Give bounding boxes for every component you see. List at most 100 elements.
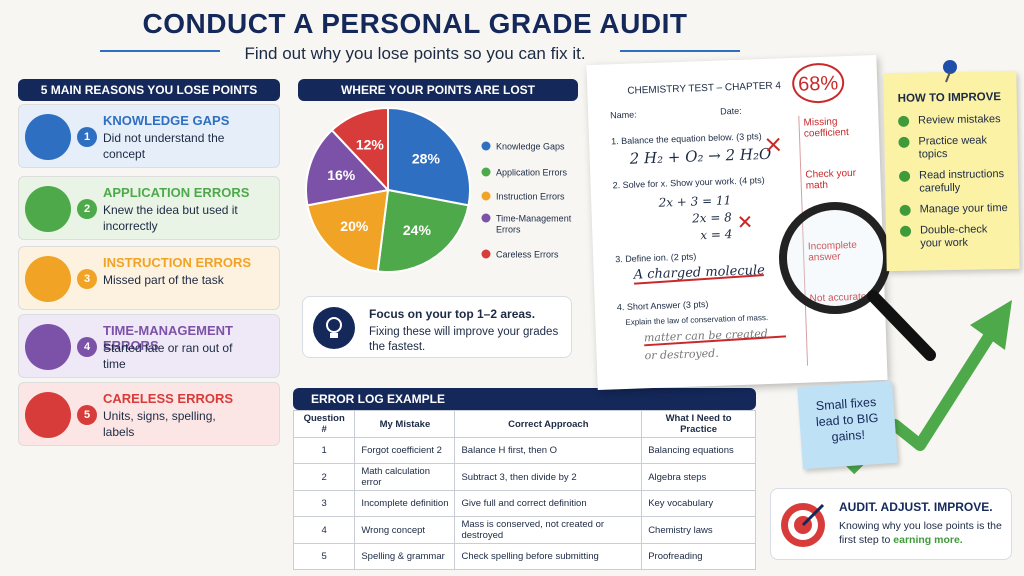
legend-label: Application Errors — [496, 168, 568, 178]
column-header: Question # — [292, 410, 356, 438]
magnifier — [779, 202, 936, 361]
legend-swatch — [481, 167, 491, 177]
table-cell: Incomplete definition — [354, 490, 456, 517]
table-cell: Math calculation error — [354, 463, 456, 491]
legend-swatch — [481, 213, 491, 223]
slice-label: 16% — [327, 167, 356, 183]
table-cell: 4 — [292, 516, 356, 544]
reason-number: 5 — [77, 405, 97, 425]
slice-label: 12% — [356, 136, 385, 152]
motto-body: Knowing why you lose points is the first… — [839, 520, 1002, 546]
reason-title: CARELESS ERRORS — [103, 391, 234, 406]
table-row: 5 Spelling & grammar Check spelling before… — [292, 543, 756, 570]
reason-icon — [25, 256, 71, 302]
focus-box: Focus on your top 1–2 areas. Fixing thes… — [302, 296, 572, 358]
title-rules — [100, 50, 740, 52]
reason-icon — [25, 324, 71, 370]
table-row: 4 Wrong concept Mass is conserved, not cre… — [292, 516, 756, 544]
table-cell: Balancing equations — [641, 437, 756, 464]
reason-text: Missed part of the task — [103, 273, 224, 287]
title: CONDUCT A PERSONAL GRADE AUDIT — [142, 8, 688, 39]
table-cell: Proofreading — [641, 543, 756, 570]
focus-title: Focus on your top 1–2 areas. — [369, 307, 536, 321]
reason-title: KNOWLEDGE GAPS — [103, 113, 230, 128]
improve-item: Double-check your work — [900, 223, 1009, 251]
reason-title: INSTRUCTION ERRORS — [103, 255, 252, 270]
improve-item: Review mistakes — [898, 113, 1007, 128]
reason-number: 4 — [77, 337, 97, 357]
marks — [634, 137, 787, 347]
reason-title: APPLICATION ERRORS — [103, 185, 250, 200]
table-row: 3 Incomplete definition Give full and corr… — [292, 490, 756, 517]
legend-label-line: Time-Management — [496, 214, 572, 224]
slice-label: 24% — [403, 222, 432, 238]
improve-title: HOW TO IMPROVE — [897, 91, 1002, 105]
legend-label: Instruction Errors — [496, 192, 565, 202]
reason-icon — [25, 186, 71, 232]
test-paper: CHEMISTRY TEST – CHAPTER 4 68% Name: Dat… — [586, 55, 888, 390]
pie-slice — [305, 128, 390, 207]
table-cell: Algebra steps — [641, 463, 756, 491]
reason-icon — [25, 114, 71, 160]
reason-card: 4 TIME-MANAGEMENT ERRORS Started late or r… — [18, 314, 280, 378]
table-row: 2 Math calculation error Subtract 3, then … — [292, 463, 756, 491]
improve-list: Review mistakes Practice weak topics Read … — [898, 113, 1009, 251]
pie-slice — [306, 188, 390, 273]
reason-number: 2 — [77, 199, 97, 219]
pie-slice — [387, 106, 471, 207]
column-header: My Mistake — [354, 410, 456, 438]
table-cell: Key vocabulary — [641, 490, 756, 517]
table-row: 1 Forgot coefficient 2 Balance H first, th… — [292, 437, 756, 464]
legend-swatch — [481, 141, 491, 151]
reason-number: 1 — [77, 127, 97, 147]
table-cell: Subtract 3, then divide by 2 — [454, 463, 643, 491]
column-header: Correct Approach — [454, 410, 643, 438]
reason-card: 3 INSTRUCTION ERRORS Missed part of the ta… — [18, 246, 280, 310]
table-cell: 1 — [292, 437, 356, 464]
legend-label: Knowledge Gaps — [496, 142, 565, 152]
reason-card: 1 KNOWLEDGE GAPS Did not understand the co… — [18, 104, 280, 168]
motto-highlight: earning more. — [893, 534, 963, 546]
reason-icon — [25, 392, 71, 438]
reason-number: 3 — [77, 269, 97, 289]
table-cell: Give full and correct definition — [454, 490, 643, 517]
column-header: What I Need to Practice — [641, 410, 756, 438]
pie-slice — [330, 106, 389, 193]
table-cell: Chemistry laws — [641, 516, 756, 544]
motto-text: Knowing why you lose points is the first… — [839, 519, 1009, 547]
legend-label: Time-Management Errors — [496, 214, 572, 235]
table-cell: Spelling & grammar — [354, 543, 456, 570]
pie-slice — [376, 188, 470, 273]
table-cell: 2 — [292, 463, 356, 491]
chart-title: WHERE YOUR POINTS ARE LOST — [298, 79, 578, 101]
reason-title: TIME-MANAGEMENT ERRORS — [103, 323, 233, 353]
reason-card: 2 APPLICATION ERRORS Knew the idea but use… — [18, 176, 280, 240]
legend-swatch — [481, 191, 491, 201]
improve-item: Manage your time — [900, 202, 1009, 217]
slice-label: 20% — [340, 218, 369, 234]
legend-label: Careless Errors — [496, 250, 559, 260]
reason-text: Did not understand the concept — [103, 131, 225, 161]
pin — [943, 60, 957, 83]
reason-text: Knew the idea but used it incorrectly — [103, 203, 238, 233]
improve-item: Practice weak topics — [898, 134, 1007, 162]
sticky-note: Small fixes lead to BIG gains! — [797, 380, 898, 470]
error-log-table: Question # My Mistake Correct Approach What… — [292, 410, 756, 570]
bulb-icon — [313, 307, 355, 349]
table-cell: Forgot coefficient 2 — [354, 437, 456, 464]
table-cell: Mass is conserved, not created or destro… — [454, 516, 643, 544]
reason-card: 5 CARELESS ERRORS Units, signs, spelling, … — [18, 382, 280, 446]
motto-box: AUDIT. ADJUST. IMPROVE. Knowing why you … — [770, 488, 1012, 560]
target-icon — [781, 503, 825, 547]
table-cell: 5 — [292, 543, 356, 570]
improve-note: HOW TO IMPROVE Review mistakes Practice w… — [883, 70, 1020, 272]
table-cell: Balance H first, then O — [454, 437, 643, 464]
legend-label-line: Errors — [496, 225, 521, 235]
subtitle: Find out why you lose points so you can … — [244, 44, 586, 63]
slice-label: 28% — [412, 151, 441, 167]
reason-text: Units, signs, spelling, labels — [103, 409, 216, 439]
focus-text: Fixing these will improve your grades th… — [369, 326, 559, 353]
log-table-wrap: Question # My Mistake Correct Approach What… — [292, 410, 756, 570]
motto-title: AUDIT. ADJUST. IMPROVE. — [839, 500, 993, 514]
